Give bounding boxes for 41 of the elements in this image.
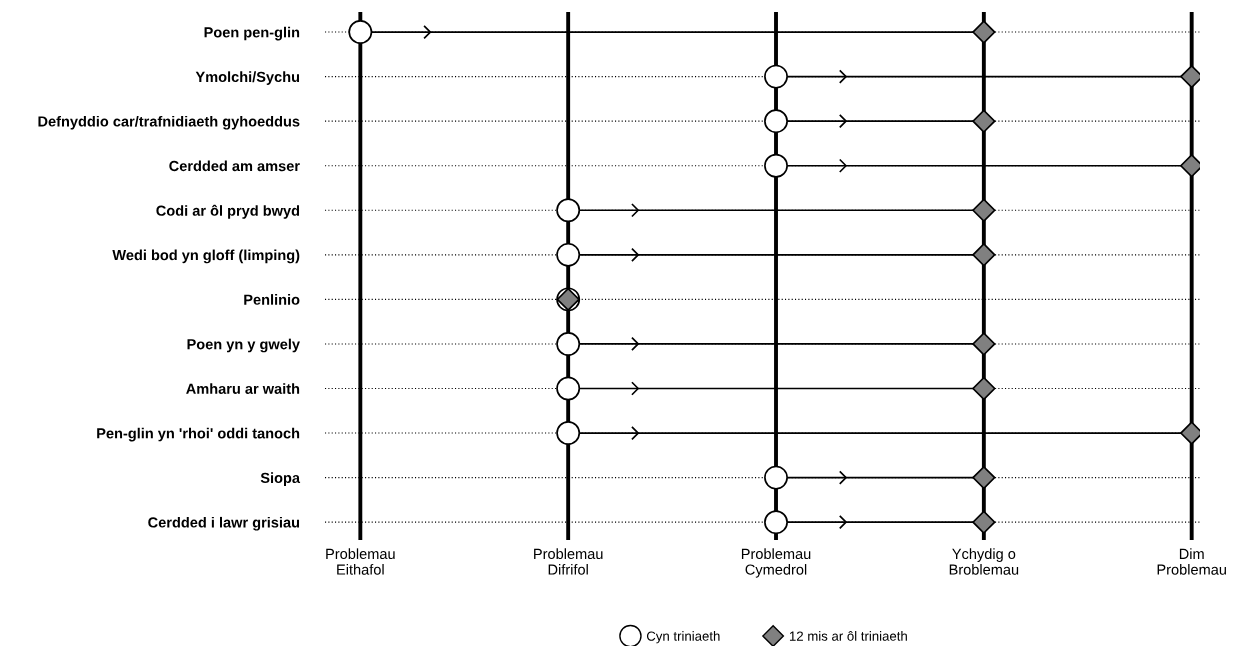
y-tick-label: Wedi bod yn gloff (limping) xyxy=(112,249,300,264)
point xyxy=(1180,421,1200,445)
legend-label: Cyn triniaeth xyxy=(646,631,720,644)
text: Dim Problemau xyxy=(1157,548,1226,575)
y-tick-label: Amharu ar waith xyxy=(186,383,300,394)
point xyxy=(972,109,996,133)
y-tick-label: Codi ar ôl pryd bwyd xyxy=(156,204,300,219)
y-tick-label: Siopa xyxy=(260,472,301,486)
y-tick-label: Cerdded i lawr grisiau xyxy=(148,516,300,531)
point xyxy=(556,332,581,356)
text: Problemau Eithafol xyxy=(326,548,395,575)
point xyxy=(556,198,581,223)
point xyxy=(972,198,996,222)
point xyxy=(1180,64,1200,89)
y-tick-label: Ymolchi/Sychu xyxy=(195,71,300,85)
y-tick-label: Poen yn y gwely xyxy=(187,338,300,353)
y-tick-label: Defnyddio car/trafnidiaeth gyhoeddus xyxy=(38,115,300,130)
point xyxy=(556,242,581,267)
legend-label: 12 mis ar ôl triniaeth xyxy=(789,631,907,641)
point xyxy=(972,376,996,401)
text: Ychydig o Broblemau xyxy=(949,548,1019,575)
point xyxy=(972,243,996,267)
point xyxy=(556,421,581,446)
point xyxy=(972,465,996,490)
point xyxy=(764,510,788,535)
y-tick-label: Penlinio xyxy=(244,294,300,305)
point xyxy=(764,153,788,178)
text: Problemau Difrifol xyxy=(534,548,603,575)
y-tick-label: Cerdded am amser xyxy=(169,160,300,172)
point xyxy=(972,510,996,534)
point xyxy=(764,465,788,490)
point xyxy=(764,64,788,89)
text: Problemau Cymedrol xyxy=(741,548,811,578)
point xyxy=(348,20,373,44)
point xyxy=(764,109,788,134)
point xyxy=(1180,154,1200,178)
point xyxy=(972,332,996,356)
point xyxy=(972,20,996,44)
y-tick-label: Pen-glin yn 'rhoi' oddi tanoch xyxy=(97,427,300,442)
y-tick-label: Poen pen-glin xyxy=(204,26,300,41)
point xyxy=(556,376,581,401)
